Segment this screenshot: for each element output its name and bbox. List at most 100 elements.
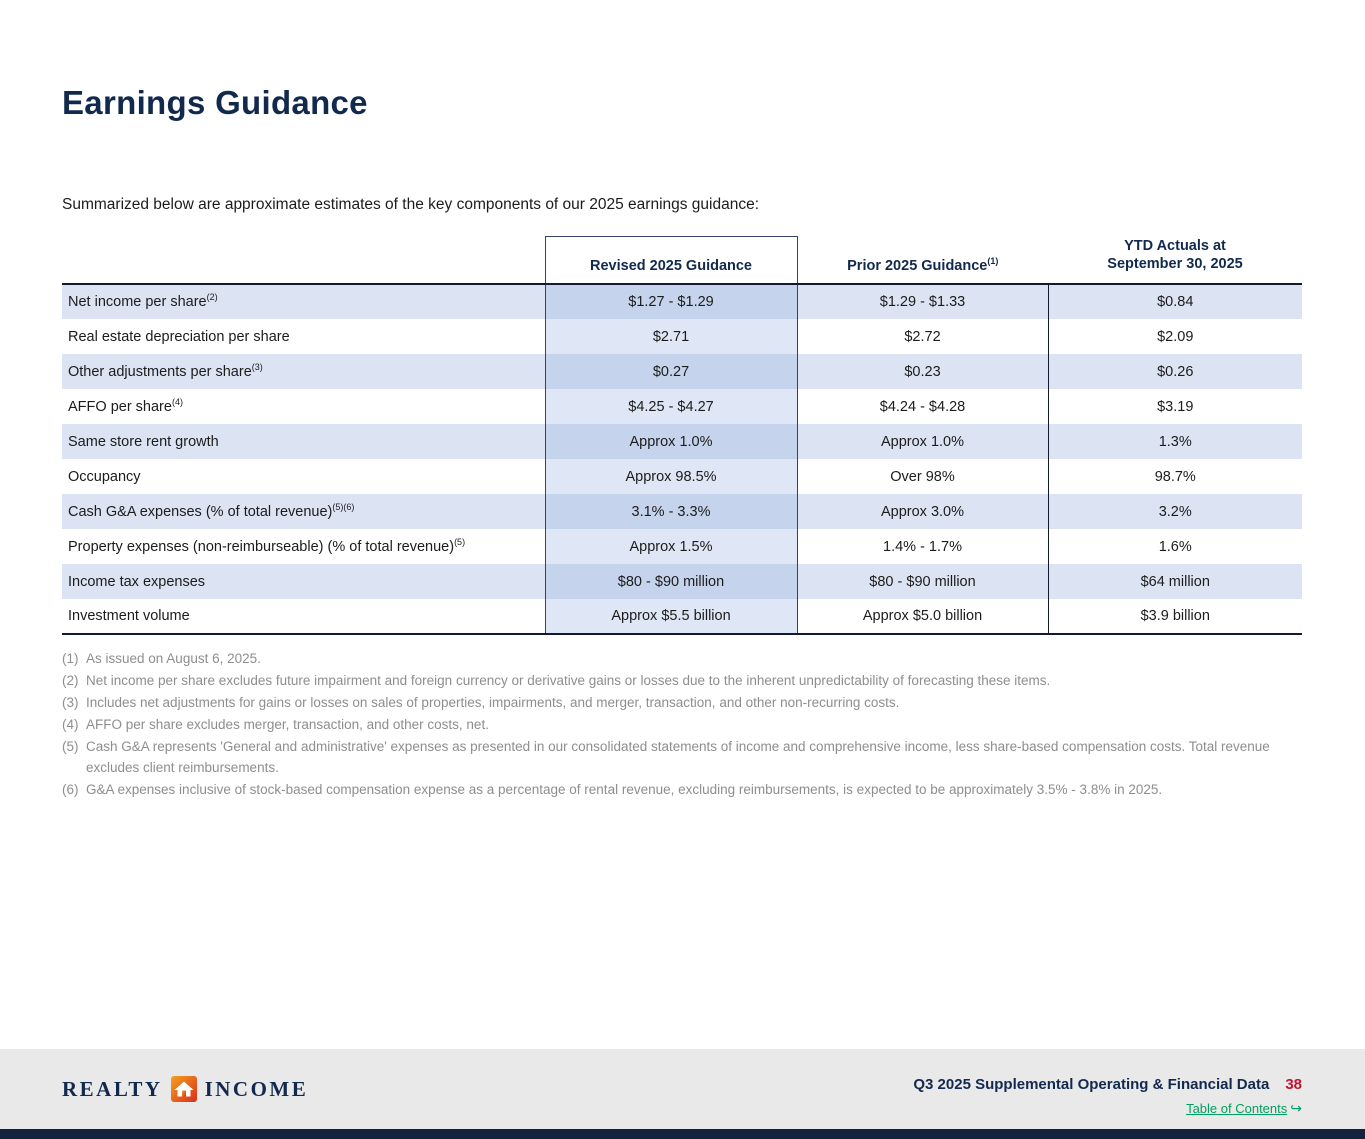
ytd-value: $2.09 [1047, 319, 1302, 355]
ytd-value: 3.2% [1047, 494, 1302, 530]
prior-value: $80 - $90 million [797, 564, 1048, 600]
row-label: Other adjustments per share [68, 363, 252, 380]
toc-line: Table of Contents ↪ [913, 1100, 1302, 1117]
page-content: Earnings Guidance Summarized below are a… [0, 84, 1365, 801]
row-label: Investment volume [68, 608, 190, 625]
table-row: Real estate depreciation per share $2.71… [62, 319, 1302, 355]
footnotes: (1) As issued on August 6, 2025. (2) Net… [62, 648, 1302, 801]
ytd-value: 1.6% [1047, 529, 1302, 565]
document-title: Q3 2025 Supplemental Operating & Financi… [913, 1075, 1270, 1093]
revised-value: Approx 1.5% [544, 529, 798, 565]
table-row: AFFO per share(4) $4.25 - $4.27 $4.24 - … [62, 389, 1302, 425]
prior-value: Approx 1.0% [797, 424, 1048, 460]
intro-text: Summarized below are approximate estimat… [62, 196, 760, 213]
footnote-item: (3) Includes net adjustments for gains o… [62, 692, 1302, 714]
prior-value: $1.29 - $1.33 [797, 284, 1048, 320]
footnote-item: (2) Net income per share excludes future… [62, 670, 1302, 692]
ytd-value: $64 million [1047, 564, 1302, 600]
document-title-line: Q3 2025 Supplemental Operating & Financi… [913, 1076, 1302, 1093]
table-row: Property expenses (non-reimburseable) (%… [62, 529, 1302, 565]
row-label: Income tax expenses [68, 573, 206, 590]
footnote-number: (1) [62, 651, 79, 667]
row-footnote-ref: (5)(6) [332, 501, 355, 512]
row-label: Property expenses (non-reimburseable) (%… [68, 538, 455, 555]
logo-text-income: INCOME [204, 1076, 309, 1101]
footer-band: REALTY INCOME Q3 2025 Sup [0, 1049, 1365, 1129]
table-row: Income tax expenses $80 - $90 million $8… [62, 564, 1302, 600]
ytd-value: $0.84 [1047, 284, 1302, 320]
row-label: Net income per share [68, 294, 207, 311]
ytd-value: $3.9 billion [1047, 599, 1302, 636]
prior-value: 1.4% - 1.7% [797, 529, 1048, 565]
footnote-text: Includes net adjustments for gains or lo… [86, 694, 900, 710]
row-footnote-ref: (3) [251, 361, 263, 372]
toc-arrow-icon: ↪ [1290, 1099, 1302, 1116]
table-row: Net income per share(2) $1.27 - $1.29 $1… [62, 284, 1302, 320]
row-label: Cash G&A expenses (% of total revenue) [68, 503, 333, 520]
revised-value: $2.71 [544, 319, 798, 355]
footnote-number: (5) [62, 738, 79, 754]
footnote-text: AFFO per share excludes merger, transact… [86, 716, 489, 732]
ytd-value: 98.7% [1047, 459, 1302, 495]
row-label: Same store rent growth [68, 433, 219, 450]
prior-value: Over 98% [797, 459, 1048, 495]
column-header-prior-label: Prior 2025 Guidance [847, 258, 988, 275]
footnote-text: As issued on August 6, 2025. [86, 651, 261, 667]
row-footnote-ref: (5) [454, 536, 466, 547]
revised-value: Approx $5.5 billion [544, 599, 798, 636]
table-row: Cash G&A expenses (% of total revenue)(5… [62, 494, 1302, 530]
column-header-prior-footnote-ref: (1) [987, 256, 999, 267]
footnote-number: (6) [62, 782, 79, 798]
prior-value: Approx 3.0% [797, 494, 1048, 530]
row-label: Occupancy [68, 468, 141, 485]
revised-value: $0.27 [544, 354, 798, 390]
footer-right: Q3 2025 Supplemental Operating & Financi… [913, 1076, 1302, 1117]
footnote-item: (6) G&A expenses inclusive of stock-base… [62, 779, 1302, 801]
row-footnote-ref: (2) [206, 292, 218, 303]
column-header-ytd-line1: YTD Actuals at [1124, 237, 1226, 254]
footnote-item: (4) AFFO per share excludes merger, tran… [62, 714, 1302, 736]
footnote-text: G&A expenses inclusive of stock-based co… [86, 782, 1163, 798]
footer-accent-bar [0, 1129, 1365, 1139]
page-title: Earnings Guidance [62, 84, 368, 121]
prior-value: $0.23 [797, 354, 1048, 390]
table-row: Same store rent growth Approx 1.0% Appro… [62, 424, 1302, 460]
footnote-text: Net income per share excludes future imp… [86, 673, 1051, 689]
column-header-blank [62, 236, 545, 286]
table-row: Investment volume Approx $5.5 billion Ap… [62, 599, 1302, 636]
logo-text-realty: REALTY [62, 1076, 163, 1101]
footnote-number: (3) [62, 694, 79, 710]
column-header-ytd-line2: September 30, 2025 [1107, 256, 1243, 273]
revised-value: Approx 1.0% [544, 424, 798, 460]
row-footnote-ref: (4) [171, 396, 183, 407]
column-header-prior: Prior 2025 Guidance(1) [797, 236, 1048, 286]
row-label: AFFO per share [68, 398, 172, 415]
footnote-item: (5) Cash G&A represents 'General and adm… [62, 736, 1302, 780]
footnote-text: Cash G&A represents 'General and adminis… [86, 738, 1270, 776]
footnote-item: (1) As issued on August 6, 2025. [62, 648, 1302, 670]
revised-value: $4.25 - $4.27 [544, 389, 798, 425]
page-number: 38 [1285, 1075, 1302, 1093]
revised-value: $80 - $90 million [544, 564, 798, 600]
page-footer: REALTY INCOME Q3 2025 Sup [0, 1049, 1365, 1139]
table-of-contents-link[interactable]: Table of Contents [1186, 1100, 1288, 1116]
column-header-revised-label: Revised 2025 Guidance [590, 258, 752, 275]
revised-value: $1.27 - $1.29 [544, 284, 798, 320]
column-header-revised: Revised 2025 Guidance [544, 236, 798, 286]
table-header-row: Revised 2025 Guidance Prior 2025 Guidanc… [62, 236, 1302, 286]
guidance-table: Revised 2025 Guidance Prior 2025 Guidanc… [62, 236, 1302, 636]
realty-income-logo: REALTY INCOME [62, 1075, 308, 1103]
ytd-value: $0.26 [1047, 354, 1302, 390]
ytd-value: 1.3% [1047, 424, 1302, 460]
row-label: Real estate depreciation per share [68, 328, 290, 345]
prior-value: $4.24 - $4.28 [797, 389, 1048, 425]
table-row: Other adjustments per share(3) $0.27 $0.… [62, 354, 1302, 390]
footnote-number: (2) [62, 673, 79, 689]
prior-value: $2.72 [797, 319, 1048, 355]
revised-value: Approx 98.5% [544, 459, 798, 495]
ytd-value: $3.19 [1047, 389, 1302, 425]
footnote-number: (4) [62, 716, 79, 732]
house-icon [170, 1075, 198, 1103]
prior-value: Approx $5.0 billion [797, 599, 1048, 636]
revised-value: 3.1% - 3.3% [544, 494, 798, 530]
